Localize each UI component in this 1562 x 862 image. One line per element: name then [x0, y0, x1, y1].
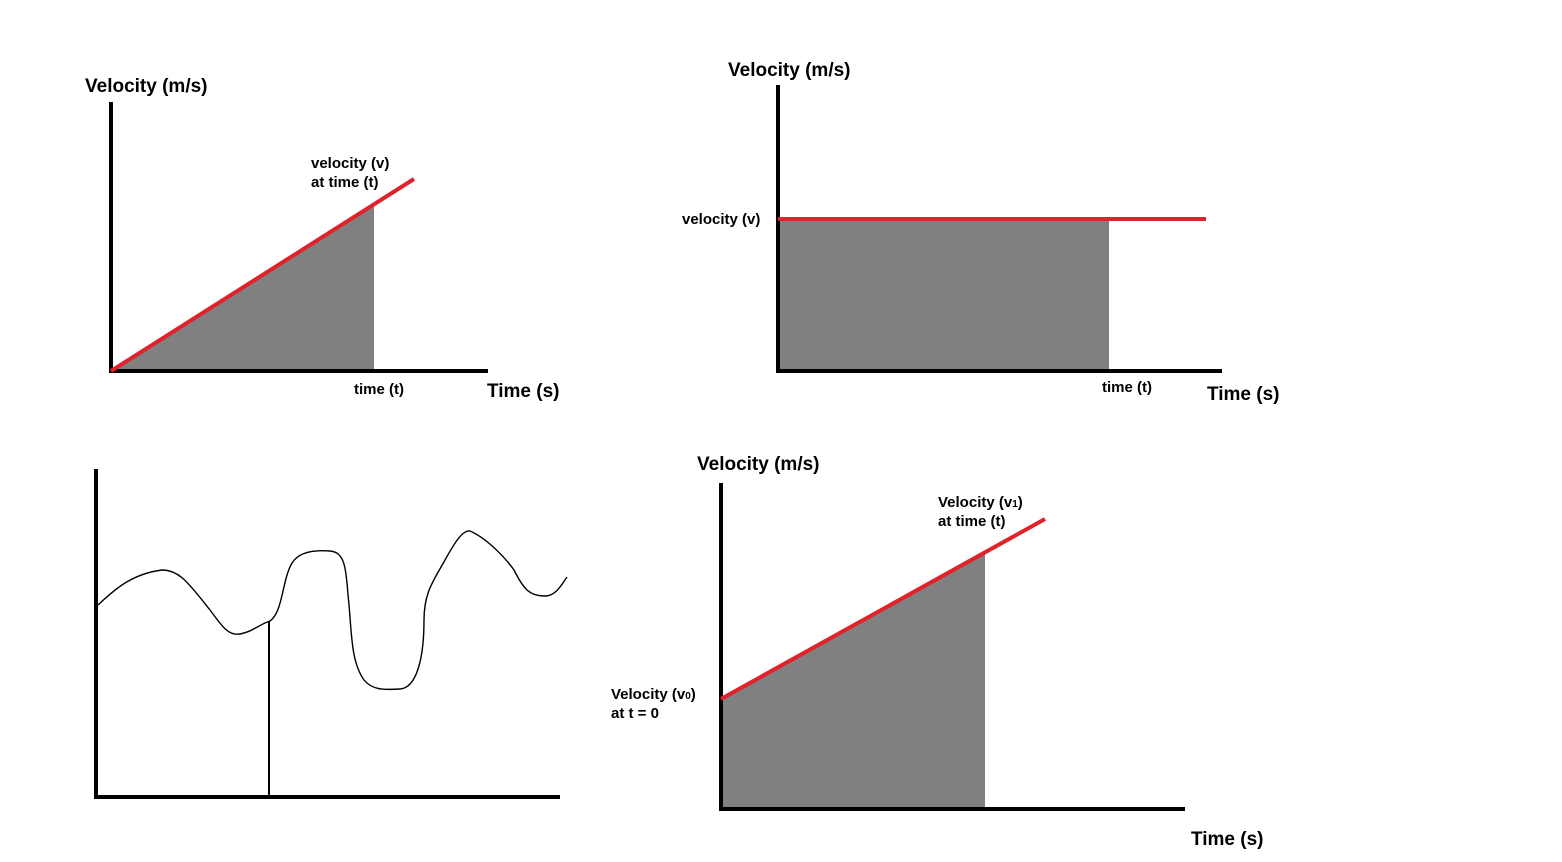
panel-acceleration-with-initial-velocity: Velocity (m/s) Time (s) Velocity (v0) at… — [611, 454, 1264, 850]
time-marker-label: time (t) — [1102, 379, 1152, 396]
final-velocity-label: Velocity (v1) — [938, 494, 1023, 511]
y-axis-title: Velocity (m/s) — [85, 76, 208, 97]
y-axis-title: Velocity (m/s) — [728, 60, 851, 81]
irregular-velocity-curve — [97, 530, 568, 691]
initial-velocity-label-line2: at t = 0 — [611, 705, 659, 722]
initial-velocity-label: Velocity (v0) — [611, 686, 696, 703]
velocity-line — [720, 517, 1046, 701]
velocity-marker-label: velocity (v) — [682, 211, 760, 228]
x-axis-title: Time (s) — [1207, 384, 1280, 405]
panel-irregular-velocity — [94, 469, 568, 799]
time-marker-label: time (t) — [354, 381, 404, 398]
final-velocity-label-line2: at time (t) — [938, 513, 1006, 530]
x-axis-title: Time (s) — [487, 381, 560, 402]
area-under-line — [722, 553, 985, 809]
x-axis-title: Time (s) — [1191, 829, 1264, 850]
velocity-line — [109, 177, 416, 373]
panel-constant-velocity: Velocity (m/s) Time (s) velocity (v) tim… — [682, 60, 1280, 405]
y-axis-title: Velocity (m/s) — [697, 454, 820, 475]
velocity-at-time-label: velocity (v) — [311, 155, 389, 172]
area-under-line — [778, 219, 1109, 371]
velocity-at-time-label-line2: at time (t) — [311, 174, 379, 191]
panel-uniform-acceleration: Velocity (m/s) Time (s) velocity (v) at … — [85, 76, 560, 402]
